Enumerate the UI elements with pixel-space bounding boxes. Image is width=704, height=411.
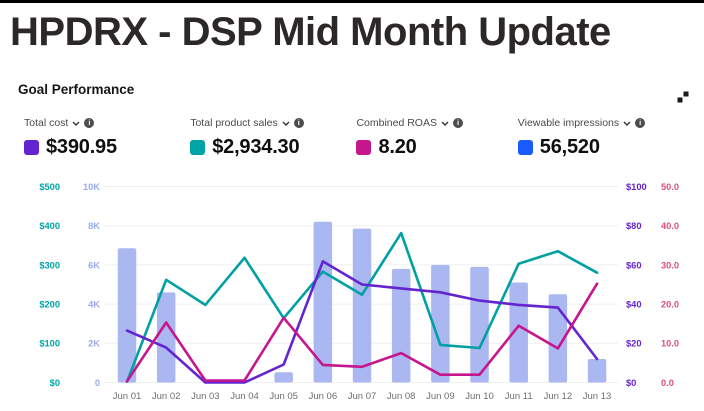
x-tick-label: Jun 10 (465, 391, 494, 402)
y-tick-impressions: 6K (88, 260, 100, 270)
kpi-total-cost: Total cost i $390.95 (24, 116, 190, 159)
top-border-bar (0, 0, 704, 3)
page-title: HPDRX - DSP Mid Month Update (10, 10, 611, 54)
kpi-total-product-sales: Total product sales i $2,934.30 (190, 116, 356, 159)
metric-color-swatch (190, 140, 206, 155)
bar-viewable-impressions[interactable] (587, 358, 607, 383)
x-tick-label: Jun 13 (583, 391, 612, 402)
x-tick-label: Jun 01 (113, 391, 142, 402)
y-tick-roas: 50.0 (661, 182, 679, 192)
info-icon[interactable]: i (452, 118, 463, 128)
kpi-label: Viewable impressions (517, 117, 620, 129)
y-tick-sales: $100 (39, 339, 60, 349)
kpi-row: Total cost i $390.95 Total product sales… (24, 116, 684, 159)
kpi-label: Combined ROAS (356, 117, 437, 129)
y-tick-impressions: 0 (95, 378, 100, 388)
kpi-metric-selector[interactable]: Total cost i (24, 116, 190, 130)
metric-color-swatch (356, 140, 372, 155)
y-tick-cost: $60 (626, 260, 642, 270)
bar-viewable-impressions[interactable] (352, 228, 372, 383)
kpi-value: $390.95 (46, 136, 117, 158)
bar-viewable-impressions[interactable] (391, 268, 411, 383)
x-tick-label: Jun 08 (387, 391, 416, 402)
kpi-combined-roas: Combined ROAS i 8.20 (356, 116, 517, 159)
bar-viewable-impressions[interactable] (156, 292, 176, 383)
x-tick-label: Jun 09 (426, 391, 455, 402)
x-tick-label: Jun 07 (348, 391, 377, 402)
chevron-down-icon[interactable] (282, 121, 290, 126)
chevron-down-icon[interactable] (441, 121, 449, 126)
x-tick-label: Jun 03 (191, 391, 220, 402)
bar-viewable-impressions[interactable] (509, 282, 528, 383)
kpi-value: 56,520 (539, 136, 600, 158)
y-tick-cost: $40 (626, 300, 642, 310)
y-tick-roas: 10.0 (661, 339, 679, 349)
y-tick-sales: $300 (39, 260, 60, 270)
section-title: Goal Performance (18, 82, 135, 97)
x-tick-label: Jun 02 (152, 391, 181, 402)
expand-widget-button[interactable] (676, 90, 690, 104)
bar-viewable-impressions[interactable] (117, 248, 137, 383)
y-tick-cost: $100 (626, 182, 647, 192)
x-tick-label: Jun 04 (230, 391, 259, 402)
x-tick-label: Jun 05 (269, 391, 298, 402)
bar-viewable-impressions[interactable] (313, 221, 333, 383)
line-total-product-sales[interactable] (125, 231, 599, 384)
line-total-cost[interactable] (125, 260, 599, 384)
y-tick-cost: $0 (626, 378, 636, 388)
kpi-label: Total cost (24, 117, 69, 129)
line-combined-roas[interactable] (125, 282, 599, 383)
y-tick-roas: 30.0 (661, 260, 679, 270)
y-tick-roas: 0.0 (661, 378, 674, 388)
y-tick-cost: $20 (626, 339, 642, 349)
info-icon[interactable]: i (293, 118, 304, 128)
x-tick-label: Jun 11 (505, 391, 533, 402)
bar-viewable-impressions[interactable] (548, 294, 568, 383)
y-tick-roas: 40.0 (661, 221, 679, 231)
y-tick-cost: $80 (626, 221, 642, 231)
kpi-metric-selector[interactable]: Total product sales i (190, 116, 356, 130)
metric-color-swatch (24, 140, 39, 155)
kpi-metric-selector[interactable]: Combined ROAS i (356, 116, 517, 130)
metric-color-swatch (517, 140, 533, 155)
kpi-viewable-impressions: Viewable impressions i 56,520 (517, 116, 684, 159)
expand-icon (676, 91, 690, 108)
x-tick-label: Jun 06 (309, 391, 338, 402)
info-icon[interactable]: i (84, 118, 95, 128)
y-tick-roas: 20.0 (661, 300, 679, 310)
x-tick-label: Jun 12 (544, 391, 573, 402)
bar-viewable-impressions[interactable] (470, 266, 489, 383)
y-tick-sales: $0 (50, 378, 60, 388)
y-tick-impressions: 2K (88, 339, 100, 349)
kpi-value: $2,934.30 (212, 136, 300, 158)
bar-viewable-impressions[interactable] (274, 372, 293, 383)
y-tick-impressions: 10K (83, 182, 100, 192)
info-icon[interactable]: i (635, 118, 646, 128)
kpi-value: 8.20 (378, 136, 417, 158)
kpi-label: Total product sales (190, 117, 278, 129)
chevron-down-icon[interactable] (72, 121, 80, 126)
y-tick-sales: $200 (39, 300, 60, 310)
y-tick-impressions: 4K (88, 300, 100, 310)
y-tick-sales: $400 (39, 221, 60, 231)
y-tick-impressions: 8K (88, 221, 100, 231)
chevron-down-icon[interactable] (623, 121, 631, 126)
y-tick-sales: $500 (39, 182, 60, 192)
kpi-metric-selector[interactable]: Viewable impressions i (518, 116, 684, 130)
